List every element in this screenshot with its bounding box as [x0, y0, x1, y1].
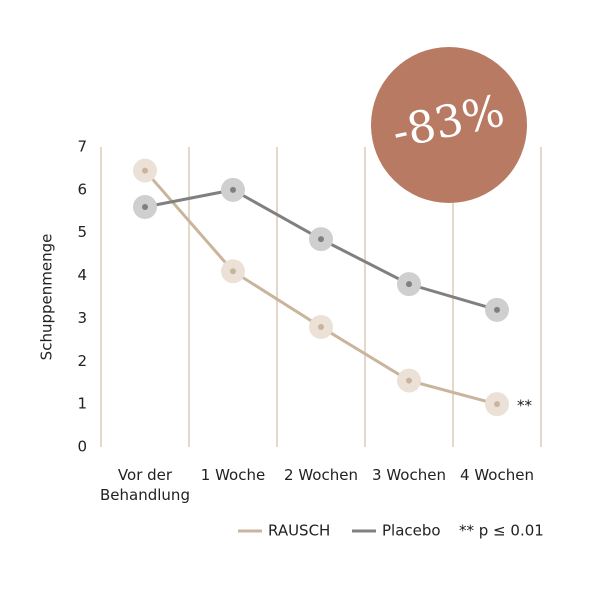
y-tick-label: 2 [77, 352, 87, 370]
point [318, 324, 324, 330]
x-tick-label: 4 Wochen [460, 466, 534, 484]
legend-label: Placebo [382, 522, 441, 540]
legend-note: ** p ≤ 0.01 [459, 522, 544, 540]
point [230, 268, 236, 275]
x-tick-label: Vor der Behandlung [100, 466, 190, 504]
y-tick-label: 1 [77, 395, 87, 413]
y-tick-label: 6 [77, 180, 87, 198]
point [142, 167, 148, 174]
y-tick-label: 4 [77, 266, 87, 284]
y-tick-label: 5 [77, 223, 87, 241]
legend-label: RAUSCH [268, 522, 330, 540]
point [406, 281, 412, 288]
point [230, 186, 236, 193]
point [142, 204, 148, 210]
y-tick-label: 3 [77, 309, 87, 327]
x-tick-label: 3 Wochen [372, 466, 446, 484]
point [494, 401, 500, 408]
y-tick-label: 0 [77, 438, 87, 456]
y-tick-label: 7 [77, 138, 87, 156]
point [318, 236, 324, 243]
x-tick-label: 1 Woche [200, 466, 266, 484]
x-tick-label: 2 Wochen [284, 466, 358, 484]
point [494, 306, 500, 313]
badge [371, 47, 527, 203]
significance-mark: ** [517, 397, 533, 415]
y-axis-label: Schuppenmenge [38, 234, 56, 361]
point [406, 377, 412, 384]
series-line [143, 169, 498, 406]
